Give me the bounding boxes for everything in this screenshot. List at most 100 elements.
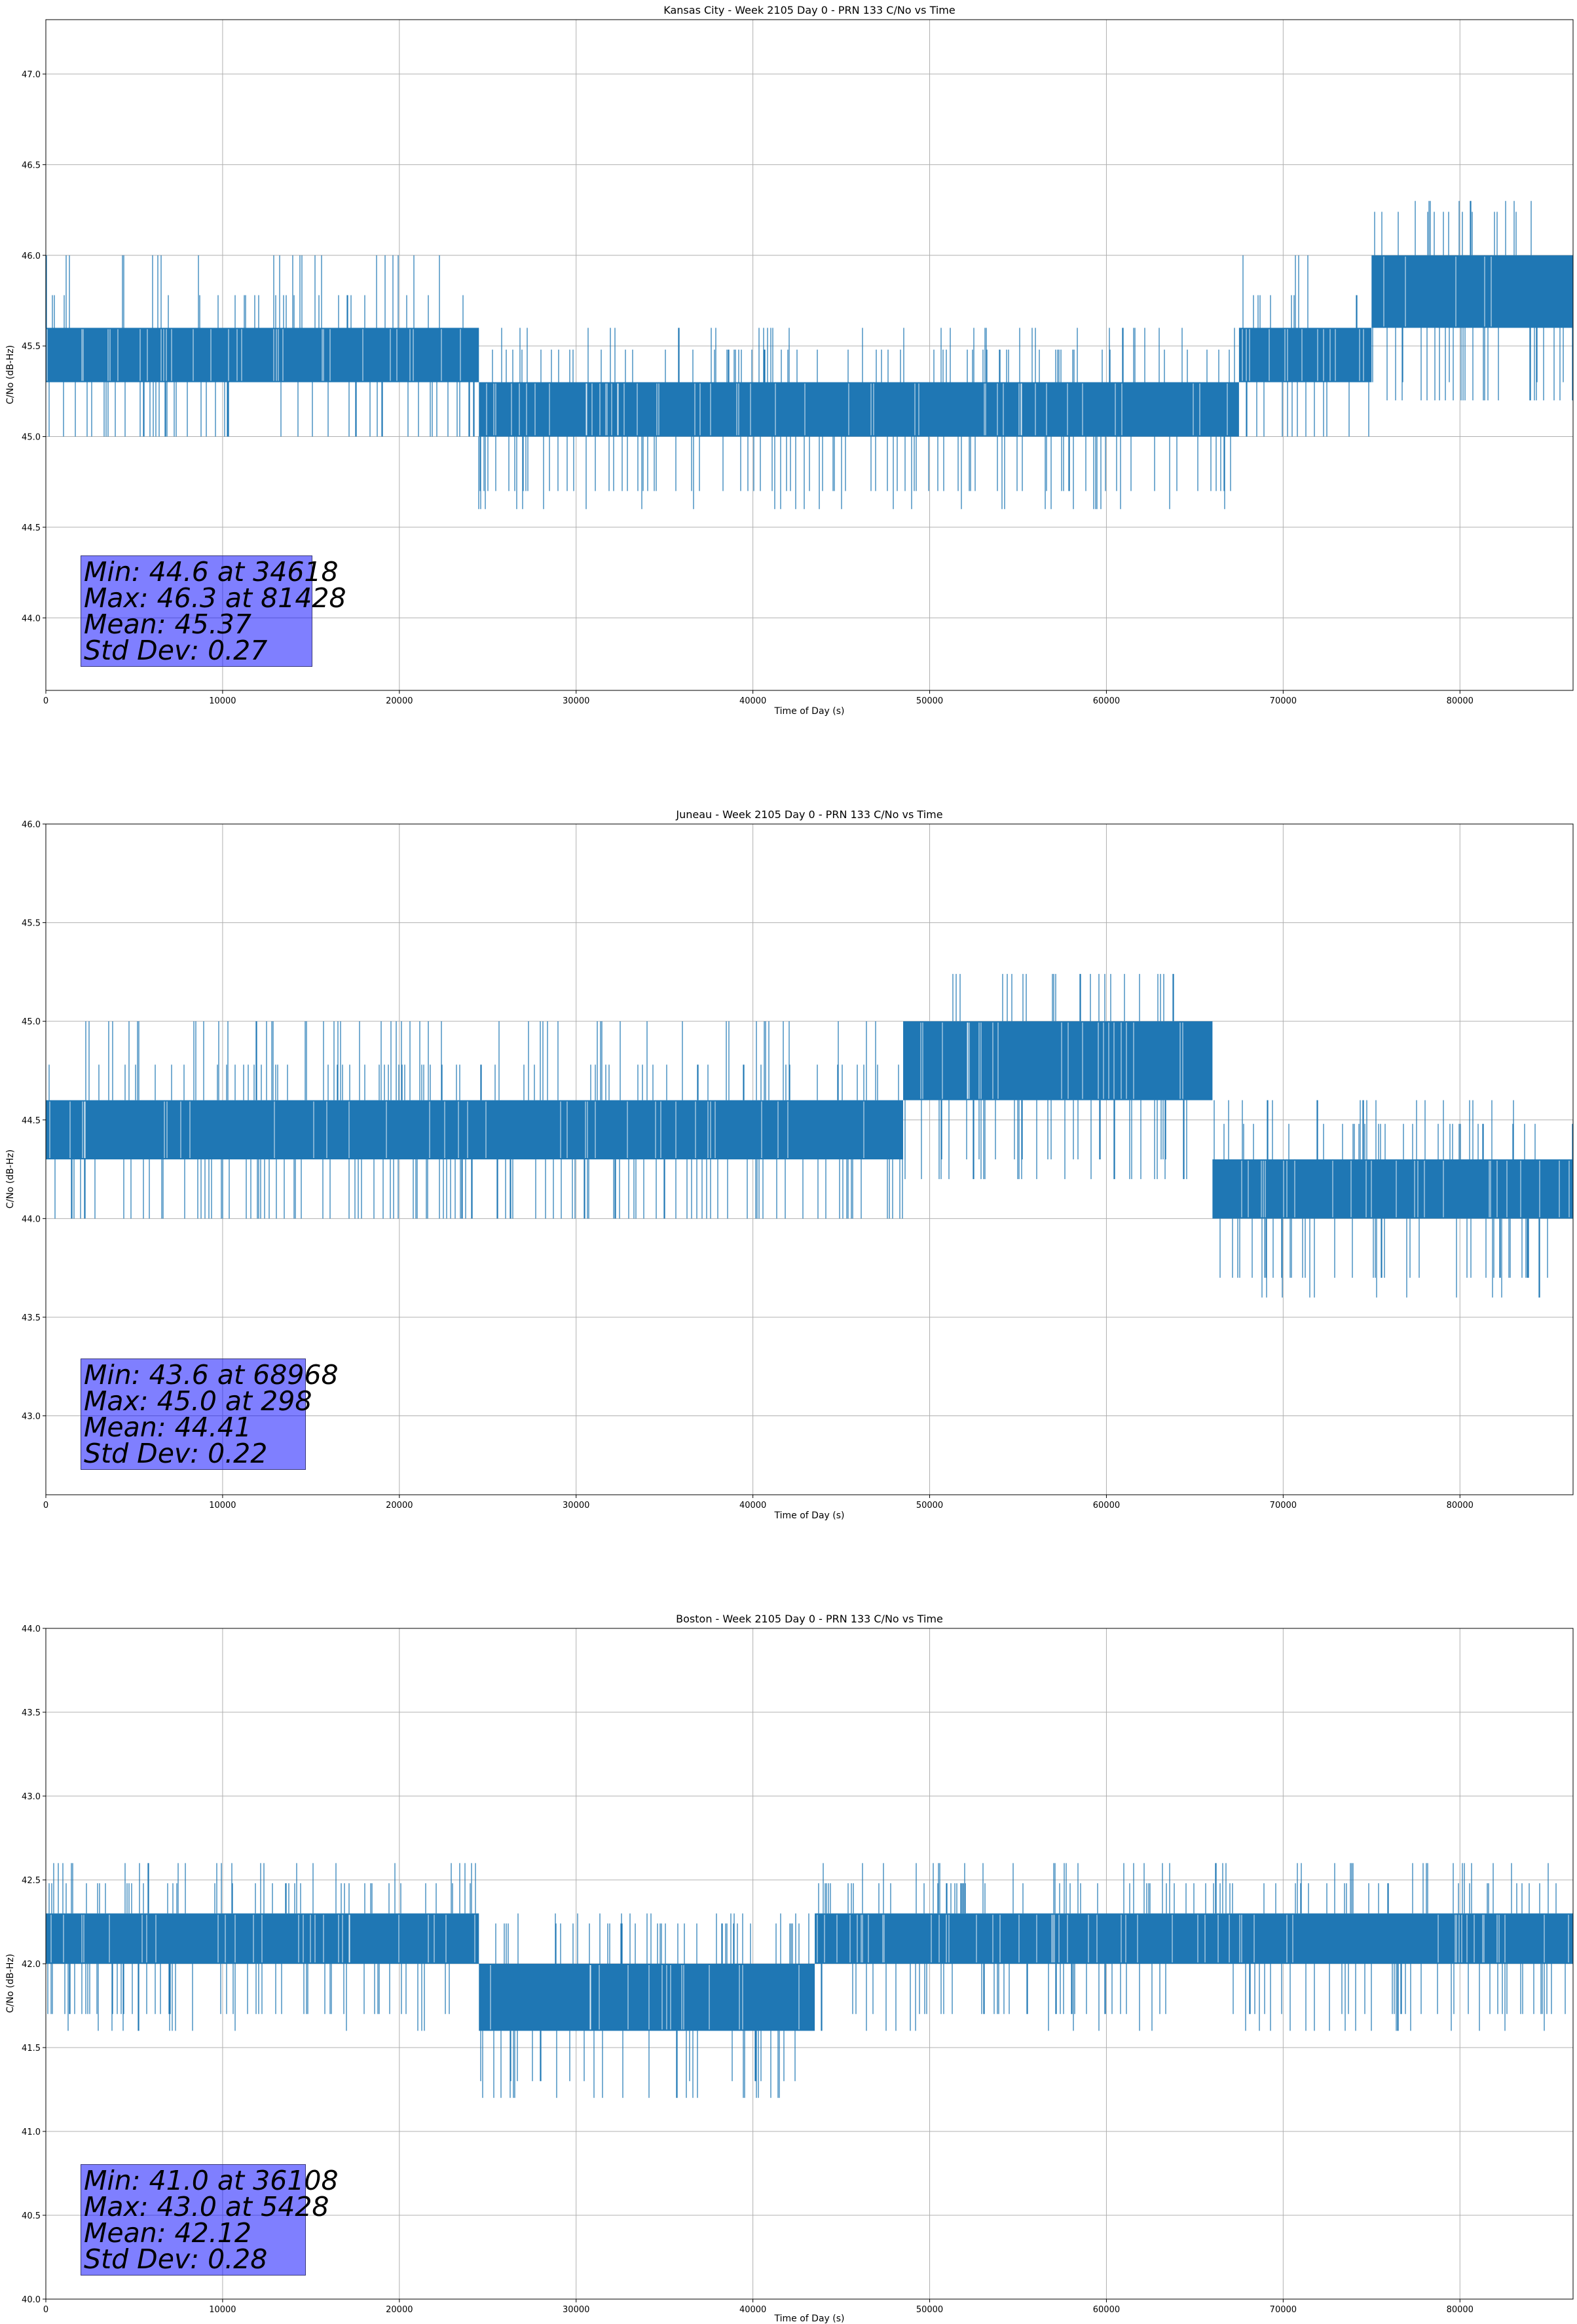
y-tick-label: 44.5 (22, 1116, 41, 1126)
x-axis-label: Time of Day (s) (774, 1510, 845, 1521)
stats-box: Min: 43.6 at 68968 Max: 45.0 at 298 Mean… (81, 1359, 339, 1470)
y-tick-label: 47.0 (22, 70, 41, 80)
stat-max: Max: 46.3 at 81428 (84, 582, 346, 614)
x-tick-label: 10000 (209, 696, 236, 706)
series-cno (45, 200, 1573, 510)
data-band (46, 1913, 479, 1964)
y-tick-label: 40.0 (22, 2295, 41, 2305)
data-gaps (817, 1915, 1569, 1962)
data-band (46, 328, 479, 383)
chart-title: Boston - Week 2105 Day 0 - PRN 133 C/No … (676, 1613, 943, 1625)
x-tick-label: 80000 (1447, 1501, 1474, 1510)
y-tick-label: 40.5 (22, 2211, 41, 2221)
x-axis-label: Time of Day (s) (774, 706, 845, 717)
y-tick-label: 42.0 (22, 1960, 41, 1970)
x-tick-label: 60000 (1093, 1501, 1120, 1510)
y-tick-label: 46.0 (22, 252, 41, 261)
stat-min: Min: 41.0 at 36108 (84, 2165, 339, 2196)
x-tick-label: 60000 (1093, 696, 1120, 706)
data-gaps (920, 1022, 1183, 1099)
y-axis-label: C/No (dB-Hz) (5, 345, 16, 405)
data-spikes (818, 1863, 1566, 2031)
data-band (479, 1964, 815, 2031)
data-band (1238, 328, 1372, 383)
x-tick-label: 50000 (916, 2305, 943, 2315)
data-band (479, 382, 1239, 437)
data-spikes (1214, 1100, 1573, 1298)
y-tick-label: 44.5 (22, 523, 41, 533)
y-tick-label: 43.0 (22, 1412, 41, 1422)
chart-title: Juneau - Week 2105 Day 0 - PRN 133 C/No … (676, 808, 943, 821)
y-tick-label: 43.5 (22, 1313, 41, 1323)
y-tick-label: 45.5 (22, 919, 41, 929)
y-tick-label: 43.0 (22, 1792, 41, 1802)
x-tick-label: 20000 (386, 696, 413, 706)
data-spikes (478, 328, 1235, 510)
stat-std: Std Dev: 0.27 (84, 635, 268, 666)
y-tick-label: 44.0 (22, 1624, 41, 1634)
y-tick-label: 43.5 (22, 1708, 41, 1718)
y-axis-label: C/No (dB-Hz) (5, 1149, 16, 1209)
data-spikes (1242, 255, 1369, 437)
data-spikes (1372, 200, 1573, 401)
x-tick-label: 0 (43, 1501, 48, 1510)
chart-panel-boston: Boston - Week 2105 Day 0 - PRN 133 C/No … (0, 1609, 1577, 2324)
plot-area: 0 10000 20000 30000 40000 50000 60000 70000 8000… (22, 820, 1574, 1510)
data-gaps (1241, 1161, 1570, 1218)
x-axis-label: Time of Day (s) (774, 2314, 845, 2324)
chart-title: Kansas City - Week 2105 Day 0 - PRN 133 … (663, 4, 955, 16)
data-gaps (46, 329, 461, 381)
stat-std: Std Dev: 0.22 (84, 1438, 268, 1469)
x-tick-label: 20000 (386, 1501, 413, 1510)
x-tick-label: 40000 (739, 1501, 766, 1510)
data-band (1371, 255, 1573, 328)
data-spikes (480, 1913, 809, 2098)
data-gaps (50, 1915, 475, 1962)
stat-mean: Mean: 45.37 (84, 609, 251, 640)
y-tick-label: 46.0 (22, 820, 41, 830)
x-tick-label: 70000 (1270, 2305, 1297, 2315)
x-tick-label: 60000 (1093, 2305, 1120, 2315)
axes-frame (45, 1628, 1574, 2300)
data-gaps (1383, 256, 1492, 327)
data-band (815, 1913, 1573, 1964)
data-gaps (49, 1101, 864, 1158)
y-tick-label: 41.5 (22, 2044, 41, 2053)
x-tick-label: 20000 (386, 2305, 413, 2315)
axes-frame (45, 823, 1574, 1495)
x-tick-label: 0 (43, 2305, 48, 2315)
x-tick-label: 70000 (1270, 1501, 1297, 1510)
data-spikes (47, 1863, 476, 2031)
y-tick-label: 44.0 (22, 614, 41, 624)
y-tick-label: 46.5 (22, 160, 41, 170)
x-tick-label: 50000 (916, 696, 943, 706)
y-axis-label: C/No (dB-Hz) (5, 1953, 16, 2014)
data-gaps (486, 383, 1228, 436)
x-tick-label: 40000 (739, 2305, 766, 2315)
series-cno (46, 973, 1573, 1298)
stat-mean: Mean: 44.41 (84, 1412, 251, 1443)
plot-area: 0 10000 20000 30000 40000 50000 60000 70000 8000… (22, 19, 1574, 706)
data-band (903, 1021, 1213, 1100)
x-tick-label: 70000 (1270, 696, 1297, 706)
x-tick-label: 30000 (563, 696, 589, 706)
plot-area: 0 10000 20000 30000 40000 50000 60000 70000 8000… (22, 1624, 1574, 2315)
x-tick-label: 10000 (209, 2305, 236, 2315)
data-band (1212, 1159, 1573, 1219)
x-tick-label: 30000 (563, 1501, 589, 1510)
x-tick-label: 10000 (209, 1501, 236, 1510)
y-tick-label: 44.0 (22, 1214, 41, 1224)
stats-box: Min: 44.6 at 34618 Max: 46.3 at 81428 Me… (81, 555, 346, 667)
data-gaps (1242, 329, 1364, 381)
x-tick-label: 40000 (739, 696, 766, 706)
x-tick-label: 30000 (563, 2305, 589, 2315)
x-tick-label: 80000 (1447, 696, 1474, 706)
y-tick-label: 41.0 (22, 2127, 41, 2137)
axes-frame (45, 19, 1574, 691)
stat-mean: Mean: 42.12 (84, 2217, 251, 2249)
chart-panel-kansas-city: Kansas City - Week 2105 Day 0 - PRN 133 … (0, 0, 1577, 786)
x-tick-label: 80000 (1447, 2305, 1474, 2315)
y-tick-label: 45.0 (22, 1017, 41, 1027)
stat-std: Std Dev: 0.28 (84, 2243, 268, 2275)
x-tick-label: 0 (43, 696, 48, 706)
